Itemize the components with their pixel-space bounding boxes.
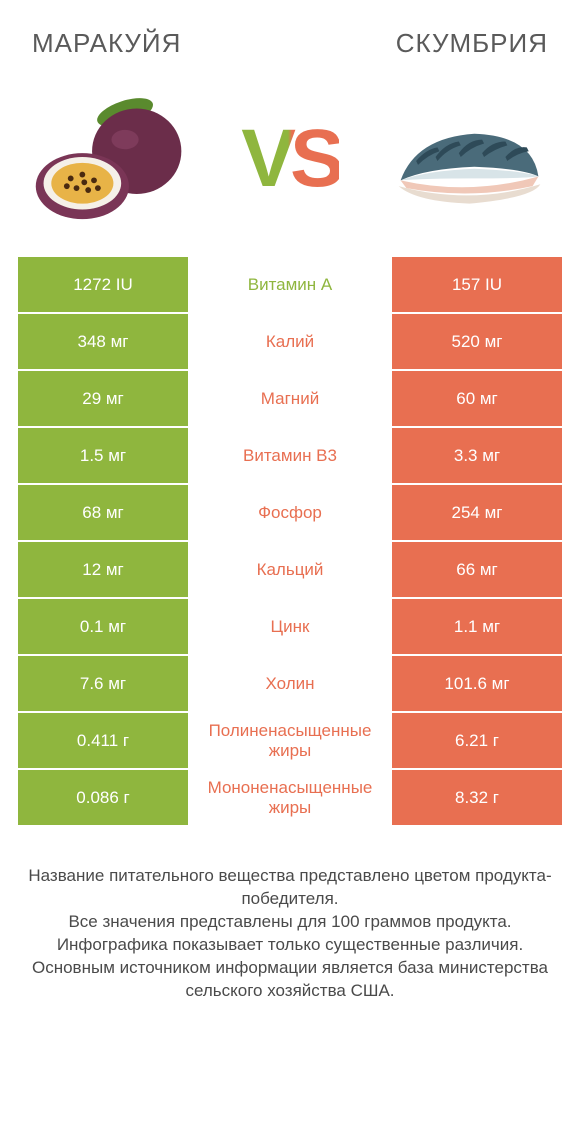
left-value: 68 мг [18,485,188,540]
mackerel-icon [387,89,552,229]
left-food-title: MАРАКУЙЯ [32,28,181,59]
nutrient-name: Мононенасыщенные жиры [188,770,392,825]
footer-line: Название питательного вещества представл… [28,865,552,911]
footer-line: Все значения представлены для 100 граммо… [28,911,552,934]
left-value: 0.1 мг [18,599,188,654]
left-value: 1.5 мг [18,428,188,483]
left-value: 29 мг [18,371,188,426]
table-row: 0.086 гМононенасыщенные жиры8.32 г [18,770,562,825]
footer-notes: Название питательного вещества представл… [0,827,580,1003]
passion-fruit-icon [28,89,193,229]
table-row: 7.6 мгХолин101.6 мг [18,656,562,711]
nutrient-name: Фосфор [188,485,392,540]
nutrient-name: Цинк [188,599,392,654]
table-row: 0.411 гПолиненасыщенные жиры6.21 г [18,713,562,768]
left-value: 7.6 мг [18,656,188,711]
right-value: 6.21 г [392,713,562,768]
table-row: 1.5 мгВитамин B33.3 мг [18,428,562,483]
right-value: 66 мг [392,542,562,597]
right-value: 8.32 г [392,770,562,825]
vs-label: VS [241,118,338,200]
table-row: 1272 IUВитамин A157 IU [18,257,562,312]
table-row: 0.1 мгЦинк1.1 мг [18,599,562,654]
left-value: 1272 IU [18,257,188,312]
table-row: 68 мгФосфор254 мг [18,485,562,540]
right-value: 3.3 мг [392,428,562,483]
table-row: 12 мгКальций66 мг [18,542,562,597]
table-row: 29 мгМагний60 мг [18,371,562,426]
header: MАРАКУЙЯ СКУМБРИЯ [0,0,580,71]
right-value: 60 мг [392,371,562,426]
right-value: 254 мг [392,485,562,540]
nutrient-name: Холин [188,656,392,711]
right-food-title: СКУМБРИЯ [396,28,548,59]
left-value: 0.086 г [18,770,188,825]
footer-line: Инфографика показывает только существенн… [28,934,552,957]
comparison-table: 1272 IUВитамин A157 IU348 мгКалий520 мг2… [0,257,580,825]
nutrient-name: Полиненасыщенные жиры [188,713,392,768]
nutrient-name: Витамин B3 [188,428,392,483]
footer-line: Основным источником информации является … [28,957,552,1003]
left-value: 348 мг [18,314,188,369]
right-value: 157 IU [392,257,562,312]
nutrient-name: Магний [188,371,392,426]
nutrient-name: Витамин A [188,257,392,312]
nutrient-name: Калий [188,314,392,369]
nutrient-name: Кальций [188,542,392,597]
right-value: 101.6 мг [392,656,562,711]
right-value: 1.1 мг [392,599,562,654]
right-value: 520 мг [392,314,562,369]
left-value: 12 мг [18,542,188,597]
table-row: 348 мгКалий520 мг [18,314,562,369]
left-value: 0.411 г [18,713,188,768]
hero-row: VS [0,71,580,257]
